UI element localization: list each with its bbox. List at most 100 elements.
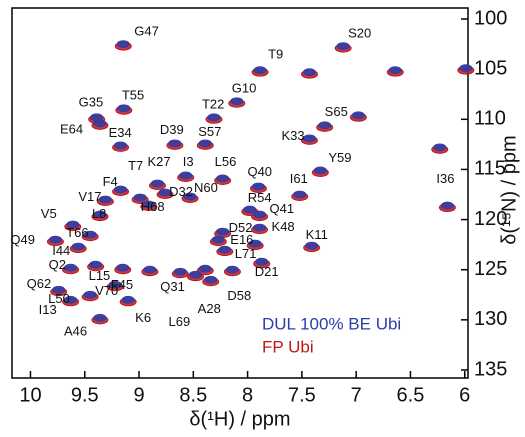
peak-label: G47 (134, 24, 159, 39)
peak-label: V70 (95, 283, 118, 298)
peak-label: L15 (89, 268, 111, 283)
x-tick-label: 7.5 (288, 384, 316, 406)
peak (116, 40, 130, 48)
y-tick-label: 125 (474, 258, 507, 280)
plot-frame (11, 7, 469, 379)
peak (133, 193, 147, 202)
peak-label: Q49 (10, 232, 35, 247)
peak (143, 265, 157, 274)
peak (388, 66, 402, 75)
x-axis-label: δ(¹H) / ppm (189, 408, 290, 430)
peak (179, 171, 193, 180)
peak (204, 275, 218, 284)
peak (89, 260, 103, 269)
y-tick-label: 130 (474, 308, 507, 330)
peak (216, 174, 230, 183)
peak-label: F4 (103, 174, 118, 189)
peak-label: K48 (272, 219, 295, 234)
y-axis-label: δ(¹⁵N) / ppm (498, 135, 520, 244)
peak-label: N60 (194, 180, 218, 195)
legend-label: DUL 100% BE Ubi (262, 314, 401, 333)
peak (336, 42, 350, 51)
peak-label: Q41 (270, 201, 295, 216)
x-tick-label: 7 (351, 384, 362, 406)
peak-label: G10 (232, 81, 257, 96)
peak-label: K6 (135, 310, 151, 325)
peak (251, 182, 265, 191)
peak-label: T66 (66, 225, 88, 240)
peak-label: Q31 (160, 279, 185, 294)
peak (243, 205, 257, 214)
peak-label: Y59 (328, 150, 351, 165)
peak-label: A28 (198, 301, 221, 316)
peak (302, 68, 316, 77)
peak-label: A46 (64, 323, 87, 338)
legend-label: FP Ubi (262, 337, 314, 356)
peak-label: Q40 (247, 164, 272, 179)
peak-label: S65 (325, 104, 348, 119)
peak (52, 285, 66, 294)
peak (313, 166, 327, 175)
peak-label: D58 (227, 288, 251, 303)
peak-label: F45 (111, 277, 133, 292)
peak-label: D39 (160, 122, 184, 137)
peak (248, 239, 262, 248)
peak (253, 210, 267, 219)
x-tick-label: 6.5 (397, 384, 425, 406)
peak-label: R54 (248, 190, 272, 205)
peak (198, 139, 212, 148)
peak (142, 200, 156, 209)
peak (302, 134, 316, 143)
peak-label: E34 (109, 125, 132, 140)
x-tick-label: 6 (459, 384, 470, 406)
peak-label: I3 (183, 154, 194, 169)
peak (173, 267, 187, 276)
peak-label: T9 (268, 47, 283, 62)
peak-label: K11 (306, 227, 328, 242)
peak-label: L71 (235, 246, 257, 261)
peak-label: L69 (168, 314, 190, 329)
x-tick-label: 9.5 (71, 384, 99, 406)
peak (93, 119, 107, 128)
peak-label: K33 (281, 128, 304, 143)
peak-label: I61 (290, 171, 308, 186)
peak (64, 295, 78, 304)
peak-label: K27 (147, 154, 170, 169)
peak (114, 141, 128, 150)
peak-label: I44 (52, 243, 70, 258)
peak-label: L50 (48, 291, 70, 306)
peak (71, 242, 85, 251)
y-tick-label: 120 (474, 208, 507, 230)
peak (211, 235, 225, 244)
x-tick-label: 10 (19, 384, 41, 406)
peak-label: E16 (230, 232, 253, 247)
y-tick-label: 105 (474, 57, 507, 79)
peak (64, 263, 78, 272)
peak (218, 245, 232, 254)
peak (440, 201, 454, 210)
peak (318, 121, 332, 130)
peak (293, 190, 307, 199)
peak (188, 270, 202, 279)
peak (83, 290, 97, 299)
peak (158, 188, 172, 197)
peak (207, 113, 221, 122)
peak (255, 257, 269, 266)
peak (83, 230, 97, 239)
peak-label: L56 (215, 154, 237, 169)
y-tick-label: 115 (474, 158, 506, 180)
peak-label: H68 (141, 199, 165, 214)
peak (433, 143, 447, 152)
peak (183, 192, 197, 201)
peak-label: T7 (128, 158, 143, 173)
peak-label: G35 (79, 95, 104, 110)
peak-label: E64 (60, 122, 83, 137)
peak (459, 64, 473, 73)
peak-label: L8 (92, 206, 106, 221)
y-tick-label: 110 (474, 108, 506, 130)
peak (93, 210, 107, 219)
peak (121, 295, 135, 304)
peak (98, 195, 112, 204)
peak-label: I36 (436, 171, 454, 186)
